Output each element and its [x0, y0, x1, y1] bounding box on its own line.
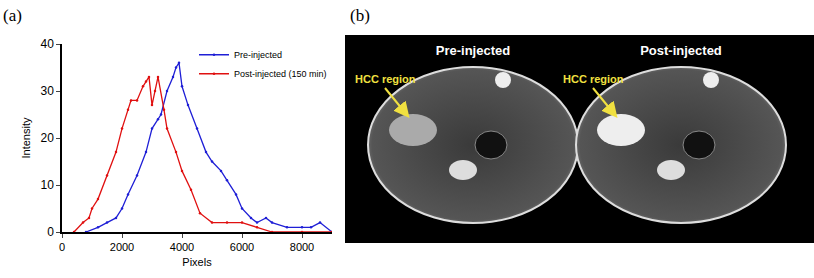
svg-text:30: 30 — [40, 84, 54, 98]
svg-text:2000: 2000 — [110, 241, 134, 253]
svg-text:Pre-injected: Pre-injected — [234, 50, 282, 60]
svg-text:Post-injected (150 min): Post-injected (150 min) — [234, 69, 327, 79]
svg-text:6000: 6000 — [230, 241, 254, 253]
html-text:(a): (a) — [3, 6, 22, 25]
html-text:(b): (b) — [350, 6, 370, 25]
svg-text:0: 0 — [59, 241, 65, 253]
svg-text:10: 10 — [40, 178, 54, 192]
svg-text:Pre-injected: Pre-injected — [436, 43, 510, 58]
svg-text:Intensity: Intensity — [20, 117, 32, 158]
svg-text:0: 0 — [47, 225, 54, 239]
svg-text:8000: 8000 — [290, 241, 314, 253]
svg-text:20: 20 — [40, 131, 54, 145]
svg-text:4000: 4000 — [170, 241, 194, 253]
svg-text:Pixels: Pixels — [182, 256, 212, 268]
svg-text:HCC region: HCC region — [563, 73, 624, 85]
svg-text:Post-injected: Post-injected — [640, 43, 722, 58]
svg-text:HCC region: HCC region — [355, 73, 416, 85]
svg-text:40: 40 — [40, 37, 54, 51]
